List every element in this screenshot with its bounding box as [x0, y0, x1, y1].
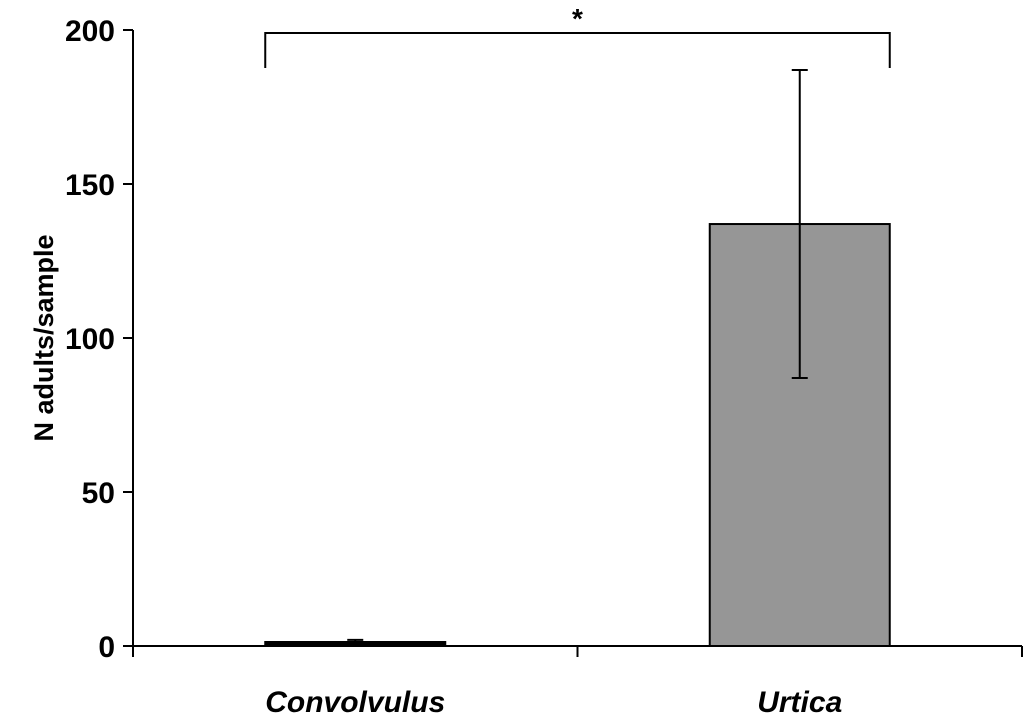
y-tick-label: 100 [65, 323, 115, 356]
y-tick-label: 200 [65, 15, 115, 48]
y-tick-label: 50 [82, 477, 115, 510]
significance-bracket: * [264, 3, 891, 68]
significance-star: * [572, 3, 583, 34]
y-axis-ticks: 0 50 100 150 200 [65, 15, 133, 664]
x-axis-ticks: Convolvulus Urtica [132, 646, 1023, 719]
bar-series [264, 69, 891, 647]
x-tick-label: Convolvulus [265, 686, 445, 719]
x-tick-label: Urtica [757, 686, 842, 719]
y-tick-label: 0 [98, 631, 115, 664]
bracket-line [264, 32, 891, 68]
y-axis-title: N adults/sample [29, 234, 59, 441]
y-tick-label: 150 [65, 169, 115, 202]
